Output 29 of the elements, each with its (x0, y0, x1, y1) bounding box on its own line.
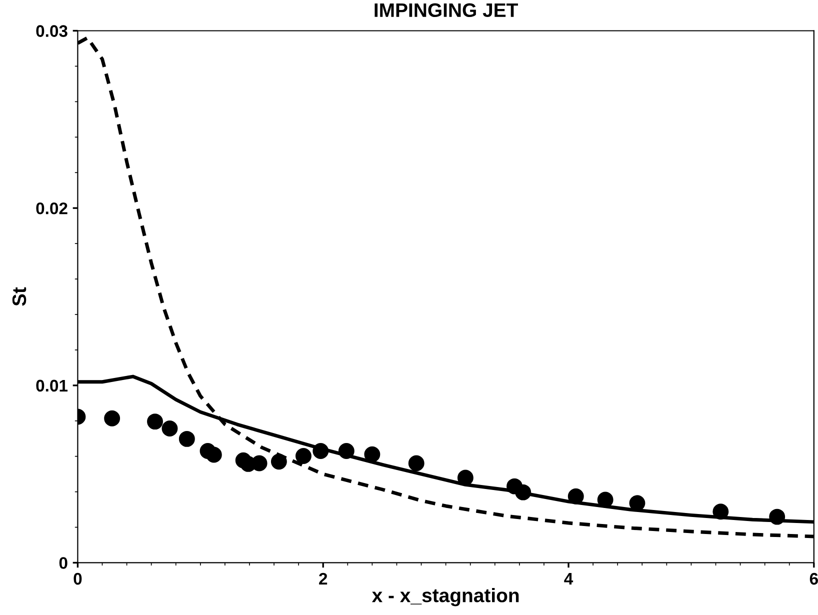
point (408, 455, 424, 472)
point (270, 454, 287, 470)
point (515, 484, 532, 500)
point (568, 488, 584, 504)
x-axis-title: x - x_stagnation (372, 588, 519, 606)
y-axis-title: St (12, 287, 26, 306)
x-tick-label: 0 (74, 572, 82, 585)
x-tick-label: 2 (319, 572, 328, 585)
point (364, 446, 380, 462)
point (178, 430, 195, 447)
x-tick-label: 4 (564, 573, 574, 585)
point (296, 448, 312, 464)
point (147, 414, 163, 430)
point (104, 410, 120, 426)
point (597, 492, 614, 508)
point (338, 443, 354, 459)
y-tick-label: 0.03 (36, 25, 68, 37)
point (251, 455, 268, 472)
y-tick-label: 0 (59, 557, 68, 569)
point (457, 470, 474, 486)
chart-title: IMPINGING JET (374, 3, 518, 18)
point (162, 420, 178, 436)
y-tick-label: 0.02 (36, 202, 68, 214)
point (712, 504, 729, 520)
x-tick-label: 6 (810, 572, 818, 585)
point (206, 446, 222, 463)
y-tick-label: 0.01 (36, 380, 68, 392)
point (312, 443, 329, 459)
point (769, 508, 786, 525)
